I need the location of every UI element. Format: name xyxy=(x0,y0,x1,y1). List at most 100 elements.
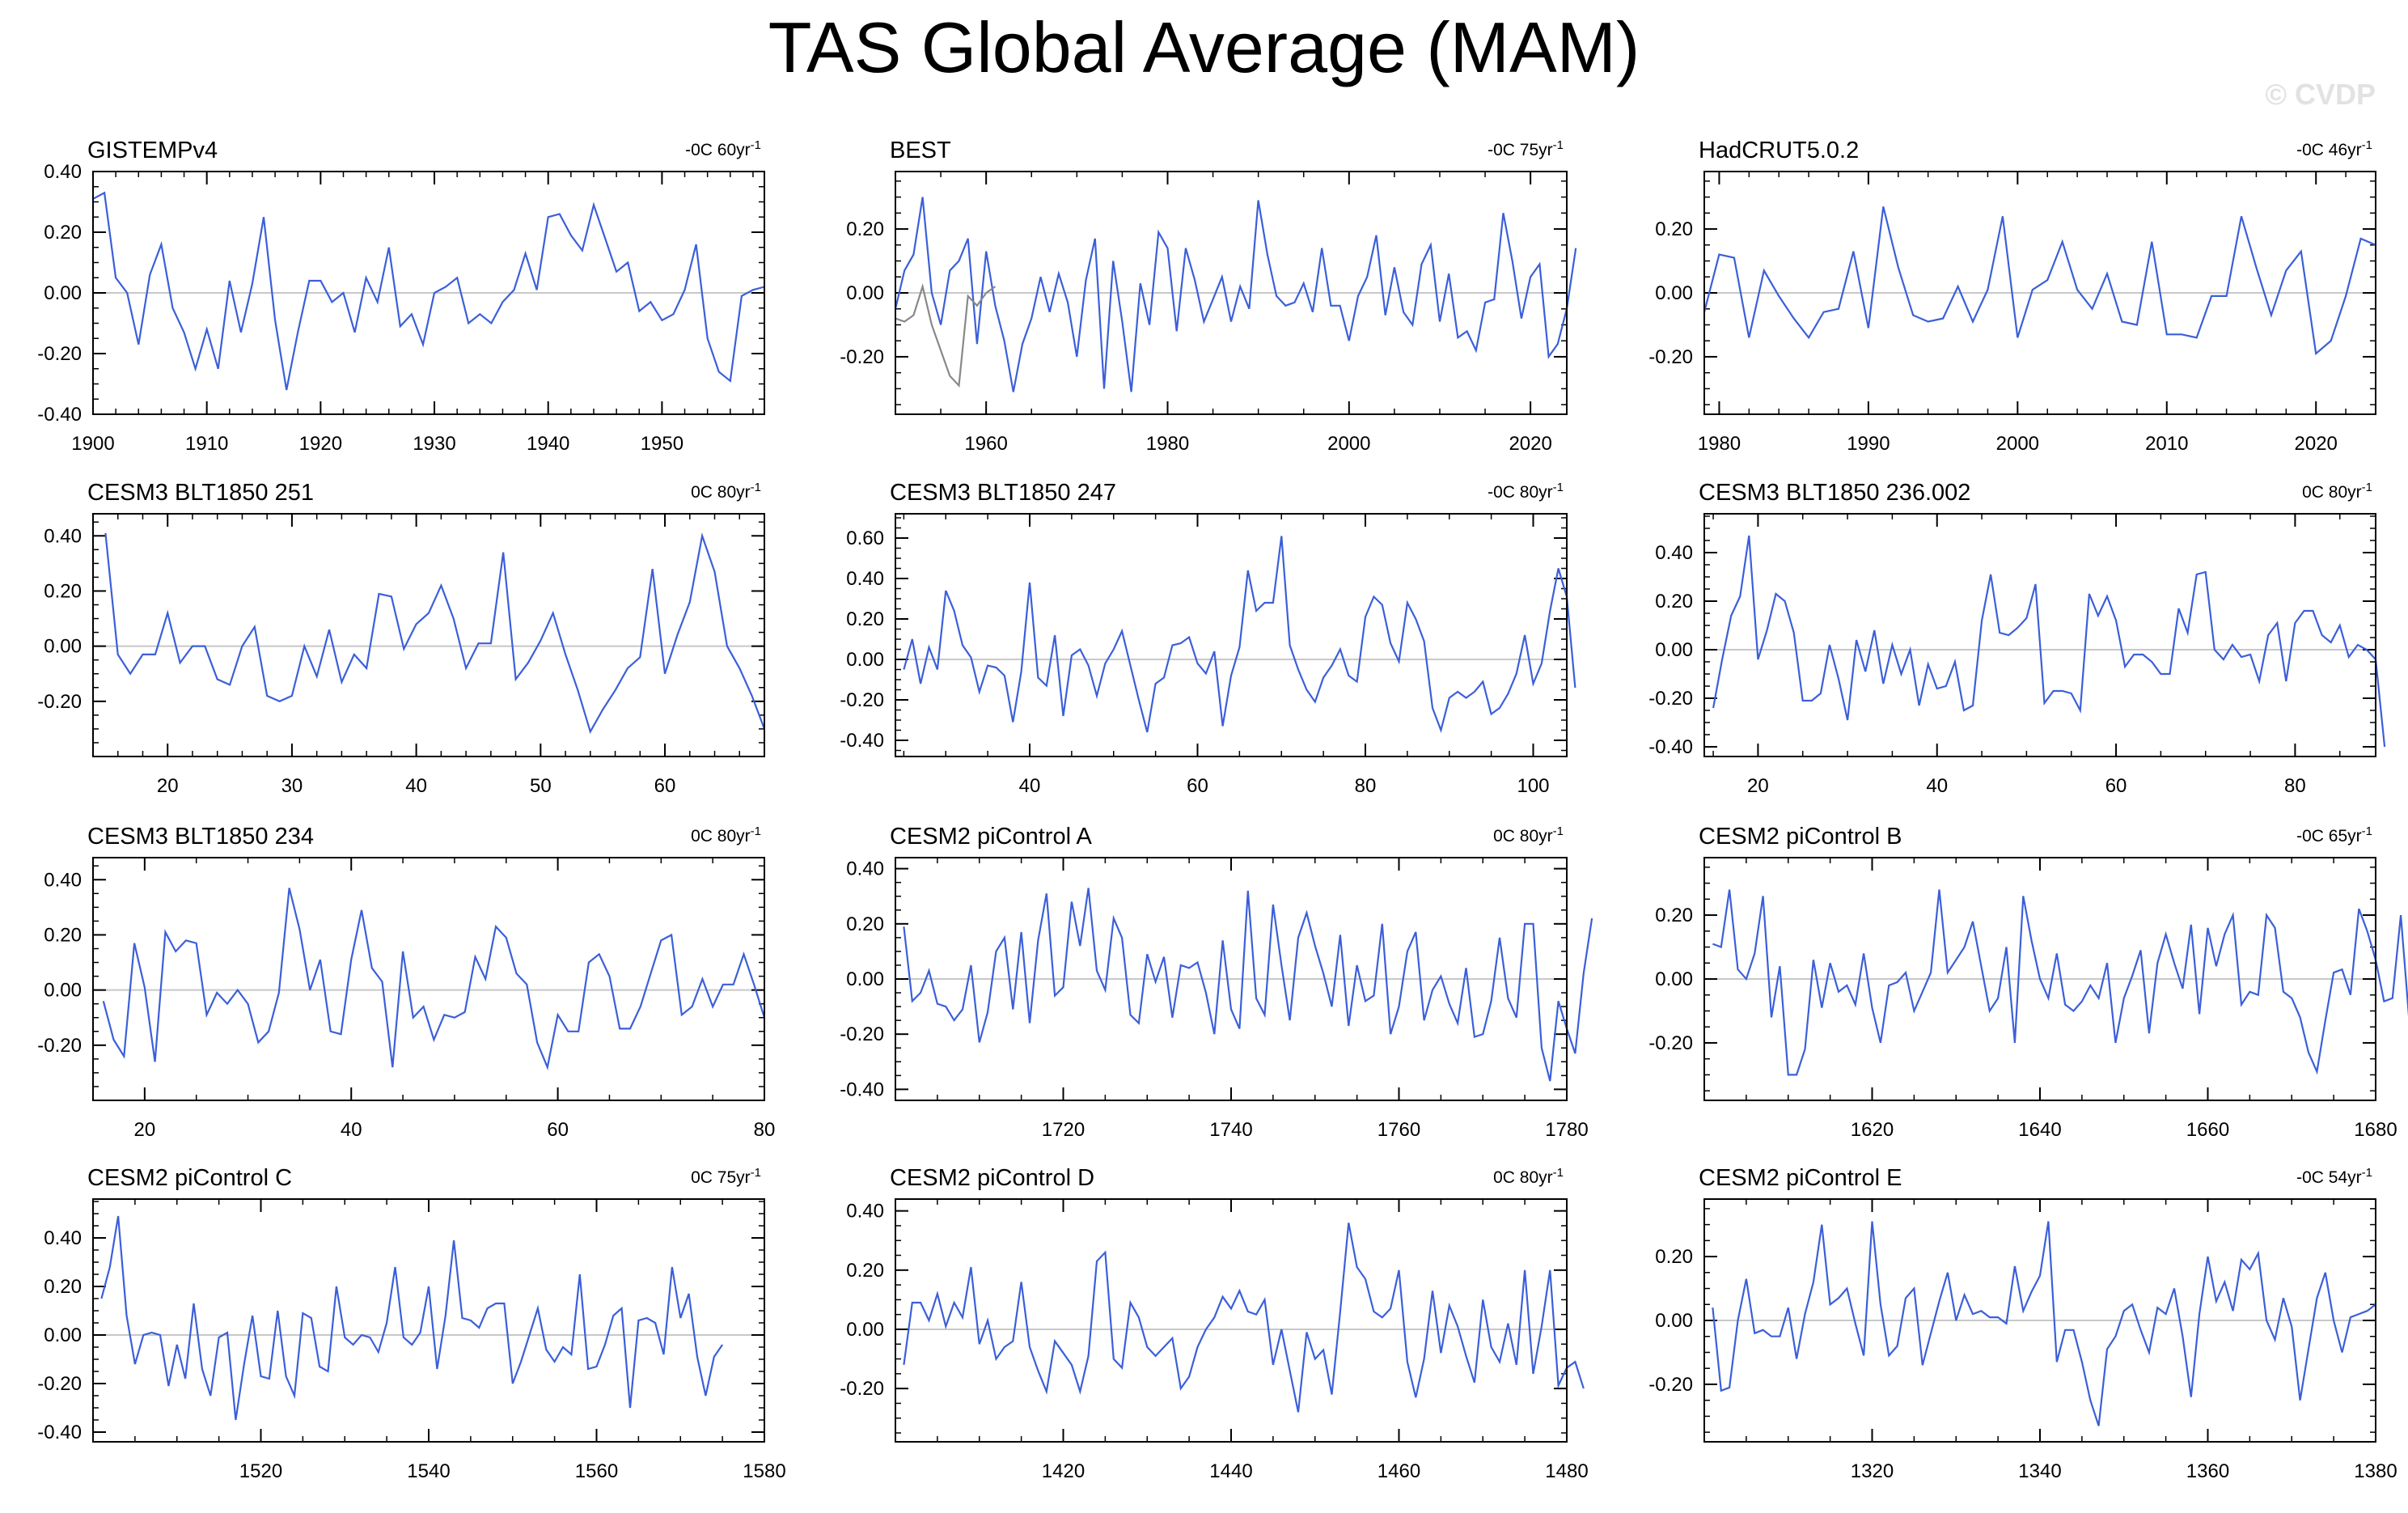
panel-title: CESM3 BLT1850 236.002 xyxy=(1699,480,1970,506)
y-tick-label: 0.00 xyxy=(44,1324,82,1346)
panel-title: GISTEMPv4 xyxy=(87,138,218,163)
x-tick-label: 20 xyxy=(133,1119,155,1141)
plot-frame xyxy=(895,857,1568,1101)
panel-10: -0.40 -0.20 0.00 0.20 0.40 1520 1540 1560 1580 CE… xyxy=(37,1165,785,1482)
x-tick-label: 60 xyxy=(547,1119,569,1141)
y-tick-label: 0.20 xyxy=(846,218,884,240)
panel-5: -0.40 -0.20 0.00 0.20 0.40 0.60 40 60 80 100 CESM3… xyxy=(840,480,1576,797)
y-tick-label: 0.00 xyxy=(846,968,884,990)
x-tick-label: 40 xyxy=(341,1119,362,1141)
panel-7: -0.20 0.00 0.20 0.40 20 40 60 80 CESM3 BLT1850 2… xyxy=(37,824,775,1141)
trend-exponent: -1 xyxy=(1553,481,1564,494)
x-tick-label: 1480 xyxy=(1545,1460,1588,1482)
panel-title: CESM2 piControl A xyxy=(890,824,1092,850)
watermark: © CVDP xyxy=(2265,78,2376,111)
plot-frame xyxy=(1703,513,2376,757)
x-tick-label: 1720 xyxy=(1042,1119,1085,1141)
x-tick-label: 60 xyxy=(1187,775,1208,797)
trend-label: 0C 80yr-1 xyxy=(691,824,761,846)
x-tick-label: 1340 xyxy=(2018,1460,2061,1482)
y-tick-label: -0.20 xyxy=(840,689,884,711)
x-tick-label: 1760 xyxy=(1378,1119,1420,1141)
plot-frame xyxy=(1703,857,2376,1101)
y-tick-label: 0.40 xyxy=(846,1201,884,1223)
y-tick-label: 0.20 xyxy=(44,222,82,244)
trend-label: -0C 46yr-1 xyxy=(2296,138,2372,159)
x-tick-label: 100 xyxy=(1517,775,1549,797)
plot-frame xyxy=(1703,1198,2376,1443)
trend-label: 0C 75yr-1 xyxy=(691,1166,761,1187)
plot-frame xyxy=(92,513,765,757)
x-tick-label: 1950 xyxy=(641,433,683,455)
trend-label: 0C 80yr-1 xyxy=(1493,824,1564,846)
panel-4: -0.20 0.00 0.20 0.40 20 30 40 50 60 CESM3 BLT1850… xyxy=(37,480,766,797)
y-tick-label: 0.20 xyxy=(44,580,82,602)
y-tick-label: 0.00 xyxy=(1655,639,1693,661)
x-tick-label: 80 xyxy=(754,1119,776,1141)
x-tick-label: 1420 xyxy=(1042,1460,1085,1482)
x-tick-label: 1540 xyxy=(407,1460,450,1482)
series-line xyxy=(102,888,766,1070)
y-tick-label: -0.20 xyxy=(840,1024,884,1045)
x-tick-label: 1910 xyxy=(185,433,228,455)
x-tick-label: 1640 xyxy=(2018,1119,2061,1141)
y-tick-label: -0.20 xyxy=(37,343,82,365)
x-tick-label: 50 xyxy=(530,775,552,797)
y-tick-label: 0.40 xyxy=(44,525,82,547)
x-tick-label: 1660 xyxy=(2186,1119,2229,1141)
trend-exponent: -1 xyxy=(751,138,761,152)
series-line xyxy=(100,1215,724,1421)
series-line xyxy=(1703,206,2376,356)
y-tick-label: 0.20 xyxy=(846,608,884,630)
x-tick-label: 1320 xyxy=(1851,1460,1894,1482)
trend-label: -0C 75yr-1 xyxy=(1488,138,1564,159)
panel-title: CESM3 BLT1850 234 xyxy=(87,824,314,850)
trend-label: 0C 80yr-1 xyxy=(691,481,761,502)
plot-frame xyxy=(92,1198,765,1443)
x-tick-label: 40 xyxy=(1926,775,1948,797)
trend-exponent: -1 xyxy=(751,1166,761,1180)
y-tick-label: -0.20 xyxy=(1648,346,1693,368)
series-line xyxy=(1712,535,2386,748)
x-tick-label: 20 xyxy=(157,775,179,797)
y-tick-label: -0.20 xyxy=(1648,688,1693,710)
panel-3: -0.20 0.00 0.20 1980 1990 2000 2010 2020 HadCRUT… xyxy=(1648,138,2376,455)
trend-label: -0C 65yr-1 xyxy=(2296,824,2372,846)
panel-12: -0.20 0.00 0.20 1320 1340 1360 1380 CESM2 piCon… xyxy=(1648,1165,2397,1482)
x-tick-label: 40 xyxy=(405,775,427,797)
x-tick-label: 1980 xyxy=(1698,433,1741,455)
series-line xyxy=(894,197,1577,392)
x-tick-label: 40 xyxy=(1019,775,1041,797)
y-tick-label: -0.20 xyxy=(840,1378,884,1400)
y-tick-label: 0.00 xyxy=(1655,1310,1693,1332)
y-tick-label: 0.20 xyxy=(1655,905,1693,926)
y-tick-label: 0.00 xyxy=(1655,282,1693,304)
y-tick-label: 0.20 xyxy=(44,1276,82,1298)
plot-frame xyxy=(895,171,1568,415)
x-tick-label: 60 xyxy=(2105,775,2127,797)
y-tick-label: 0.40 xyxy=(1655,542,1693,564)
trend-exponent: -1 xyxy=(751,481,761,494)
series-line xyxy=(903,888,1593,1082)
panel-title: CESM3 BLT1850 247 xyxy=(890,480,1116,506)
x-tick-label: 2010 xyxy=(2145,433,2188,455)
x-tick-label: 1990 xyxy=(1847,433,1890,455)
y-tick-label: 0.40 xyxy=(44,1227,82,1249)
x-tick-label: 1620 xyxy=(1851,1119,1894,1141)
x-tick-label: 1930 xyxy=(413,433,455,455)
y-tick-label: 0.20 xyxy=(1655,591,1693,612)
panel-1: -0.40 -0.20 0.00 0.20 0.40 1900 1910 1920 1930 19… xyxy=(37,138,765,455)
y-tick-label: -0.40 xyxy=(840,730,884,752)
series-line xyxy=(903,536,1576,734)
y-tick-label: 0.20 xyxy=(846,1260,884,1282)
x-tick-label: 1360 xyxy=(2186,1460,2229,1482)
x-tick-label: 1900 xyxy=(71,433,114,455)
x-tick-label: 1560 xyxy=(575,1460,618,1482)
panel-6: -0.40 -0.20 0.00 0.20 0.40 20 40 60 80 CESM3 BLT1… xyxy=(1648,480,2386,797)
panel-title: CESM2 piControl E xyxy=(1699,1165,1902,1191)
y-tick-label: -0.20 xyxy=(1648,1032,1693,1054)
x-tick-label: 1520 xyxy=(239,1460,282,1482)
x-tick-label: 1580 xyxy=(743,1460,785,1482)
trend-exponent: -1 xyxy=(2362,1166,2372,1180)
x-tick-label: 80 xyxy=(2284,775,2306,797)
